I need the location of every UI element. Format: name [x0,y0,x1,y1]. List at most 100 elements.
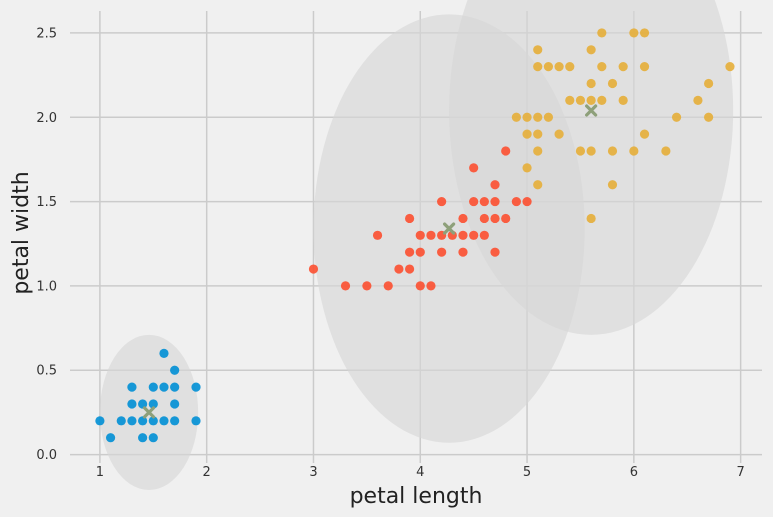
data-point [533,112,543,122]
x-tick-label: 7 [737,465,745,480]
data-point [458,213,468,224]
data-point [159,416,169,426]
data-point [479,213,489,224]
data-point [127,399,137,409]
x-tick-label: 3 [309,465,317,480]
data-point [116,416,126,426]
data-point [725,62,735,72]
data-point [479,230,489,240]
data-point [554,129,564,139]
data-point [586,213,596,224]
y-tick-label: 2.5 [36,26,57,41]
centroid-marker [443,222,456,235]
data-point [170,365,180,375]
data-point [639,129,650,139]
data-point [543,62,554,72]
x-tick-label: 6 [630,465,638,480]
data-point [693,95,703,105]
data-point [522,163,532,173]
x-tick-label: 1 [96,465,104,480]
data-point [597,95,607,105]
data-point [469,196,479,207]
cluster-ellipse [449,0,734,335]
data-point [533,146,543,156]
data-point [522,196,532,207]
data-point [458,230,468,240]
data-point [138,399,148,409]
tick-labels: 1 2 3 4 5 6 7 0.0 0.5 1.0 1.5 2.0 2.5 [36,26,744,480]
data-point [308,264,319,274]
data-point [543,112,554,122]
data-point [607,78,618,89]
y-tick-label: 0.5 [36,364,57,379]
x-axis-label: petal length [350,484,483,509]
data-point [586,95,596,105]
data-point [340,281,351,291]
data-point [415,247,425,257]
data-point [511,196,521,207]
data-point [490,180,500,190]
data-point [522,129,532,139]
data-point [404,264,415,274]
data-point [586,78,596,89]
data-point [127,382,137,392]
data-point [704,112,714,122]
data-point [501,146,511,156]
centroid-marker [585,104,598,117]
data-point [148,382,158,392]
y-tick-label: 2.0 [36,111,57,126]
y-tick-label: 0.0 [36,448,57,463]
data-point [105,433,116,443]
x-tick-label: 4 [416,465,424,480]
data-point [148,416,158,426]
data-point [372,230,383,240]
data-point [661,146,671,156]
centroid-marker [142,406,156,419]
data-point [469,230,479,240]
data-point [575,95,586,105]
data-point [607,146,618,156]
data-point [148,399,158,409]
data-point [138,433,148,443]
data-point [362,281,372,291]
data-point [639,28,650,38]
data-point [404,247,415,257]
data-point [522,112,532,122]
data-point [586,146,596,156]
data-point [191,416,201,426]
data-point [95,416,105,426]
data-point [490,196,500,207]
y-axis-label: petal width [9,171,34,294]
data-point [490,213,500,224]
data-point [148,433,158,443]
data-point [437,247,447,257]
data-point [629,28,639,38]
data-point [490,247,500,257]
data-point [170,399,180,409]
data-point [533,129,543,139]
data-point [597,62,607,72]
y-tick-label: 1.5 [36,195,57,210]
data-point [415,281,425,291]
cluster-centroids [142,104,598,419]
data-point [458,247,468,257]
data-point [415,230,425,240]
data-point [618,95,628,105]
data-point [586,45,596,55]
data-point [607,180,618,190]
data-point [671,112,682,122]
data-point [383,281,393,291]
data-point [426,230,436,240]
data-point [639,62,650,72]
data-point [554,62,564,72]
data-point [437,196,447,207]
data-point [511,112,521,122]
data-point [170,416,180,426]
data-point [629,146,639,156]
data-point [394,264,404,274]
data-point [533,62,543,72]
data-point [565,95,575,105]
data-point [704,78,714,89]
data-point [426,281,436,291]
data-point [479,196,489,207]
